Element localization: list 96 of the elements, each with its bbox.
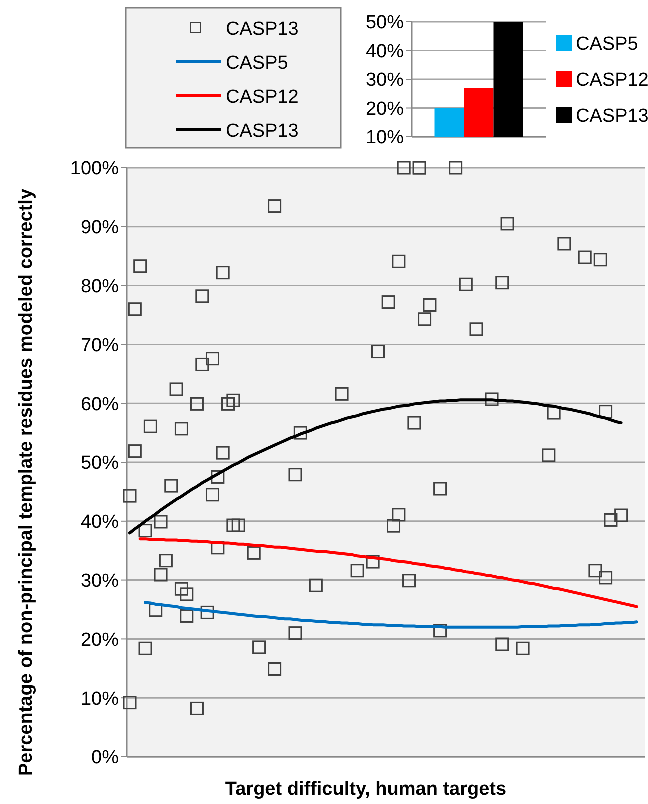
y-tick-label: 80% bbox=[80, 276, 120, 298]
point bbox=[434, 482, 448, 496]
legend-label: CASP13 bbox=[576, 106, 648, 127]
point bbox=[216, 266, 230, 280]
y-tick-label: 30% bbox=[366, 70, 404, 92]
y-tick-label: 90% bbox=[80, 218, 120, 239]
point bbox=[558, 237, 572, 251]
y-tick-label: 70% bbox=[80, 335, 120, 356]
point bbox=[449, 161, 463, 175]
y-tick-label: 40% bbox=[80, 512, 120, 534]
point bbox=[387, 519, 401, 533]
point bbox=[599, 571, 613, 585]
point bbox=[159, 554, 173, 568]
y-tick-label: 40% bbox=[366, 41, 404, 62]
point bbox=[216, 446, 230, 460]
point bbox=[174, 422, 188, 436]
legend-label: CASP13 bbox=[226, 121, 299, 142]
point bbox=[138, 524, 152, 538]
point bbox=[138, 642, 152, 656]
point bbox=[382, 296, 396, 310]
point bbox=[594, 253, 608, 267]
legend-label: CASP5 bbox=[226, 53, 288, 74]
y-tick-label: 30% bbox=[80, 570, 120, 592]
y-tick-label: 50% bbox=[80, 453, 120, 474]
point bbox=[123, 489, 137, 503]
point bbox=[294, 426, 308, 440]
point bbox=[123, 696, 137, 710]
legend-label: CASP12 bbox=[576, 70, 648, 91]
point bbox=[470, 322, 484, 336]
point bbox=[392, 254, 406, 268]
point bbox=[402, 574, 416, 588]
point bbox=[196, 290, 210, 304]
point bbox=[516, 642, 530, 656]
point bbox=[496, 638, 510, 652]
point bbox=[206, 488, 220, 502]
point bbox=[206, 352, 220, 366]
point bbox=[408, 416, 422, 430]
point bbox=[496, 276, 510, 290]
point bbox=[154, 515, 168, 529]
point bbox=[226, 518, 240, 532]
point bbox=[247, 546, 261, 560]
point bbox=[226, 394, 240, 408]
point bbox=[434, 624, 448, 638]
point bbox=[350, 564, 364, 578]
point bbox=[180, 588, 194, 602]
point bbox=[144, 420, 158, 434]
point bbox=[588, 564, 602, 578]
point bbox=[268, 200, 282, 214]
y-tick-label: 20% bbox=[366, 98, 404, 120]
point bbox=[371, 345, 385, 359]
point bbox=[196, 358, 210, 372]
point bbox=[222, 397, 236, 411]
point bbox=[164, 479, 178, 493]
point bbox=[154, 568, 168, 582]
y-tick-label: 10% bbox=[80, 688, 120, 710]
point bbox=[200, 606, 214, 620]
point bbox=[252, 640, 266, 654]
legend-label: CASP12 bbox=[226, 87, 299, 108]
point bbox=[268, 662, 282, 676]
point bbox=[542, 448, 556, 462]
legend-label: CASP5 bbox=[576, 34, 638, 55]
y-tick-label: 20% bbox=[80, 630, 120, 651]
y-tick-label: 100% bbox=[70, 158, 120, 180]
point bbox=[614, 508, 628, 522]
point bbox=[180, 609, 194, 623]
y-tick-label: 10% bbox=[366, 128, 404, 149]
point bbox=[397, 161, 411, 175]
point bbox=[288, 468, 302, 482]
line-series bbox=[138, 538, 638, 608]
point bbox=[288, 626, 302, 640]
point bbox=[170, 382, 184, 396]
point bbox=[134, 260, 148, 274]
y-axis-title: Percentage of non-principal template residues modeled correctly bbox=[16, 188, 37, 776]
point bbox=[211, 470, 225, 484]
point bbox=[500, 217, 514, 231]
point bbox=[604, 513, 618, 527]
point bbox=[459, 278, 473, 292]
y-tick-label: 0% bbox=[92, 748, 120, 769]
point bbox=[309, 578, 323, 592]
y-tick-label: 60% bbox=[80, 394, 120, 416]
point bbox=[232, 518, 246, 532]
point bbox=[128, 444, 142, 458]
point bbox=[190, 397, 204, 411]
point bbox=[578, 250, 592, 264]
point bbox=[418, 312, 432, 326]
point bbox=[392, 508, 406, 522]
point bbox=[174, 582, 188, 596]
x-axis-title: Target difficulty, human targets bbox=[225, 779, 507, 800]
point bbox=[128, 302, 142, 316]
point bbox=[423, 298, 437, 312]
point bbox=[366, 555, 380, 569]
point bbox=[190, 702, 204, 716]
point bbox=[485, 392, 499, 406]
point bbox=[335, 387, 349, 401]
legend-label: CASP13 bbox=[226, 19, 299, 40]
y-tick-label: 50% bbox=[366, 12, 404, 34]
